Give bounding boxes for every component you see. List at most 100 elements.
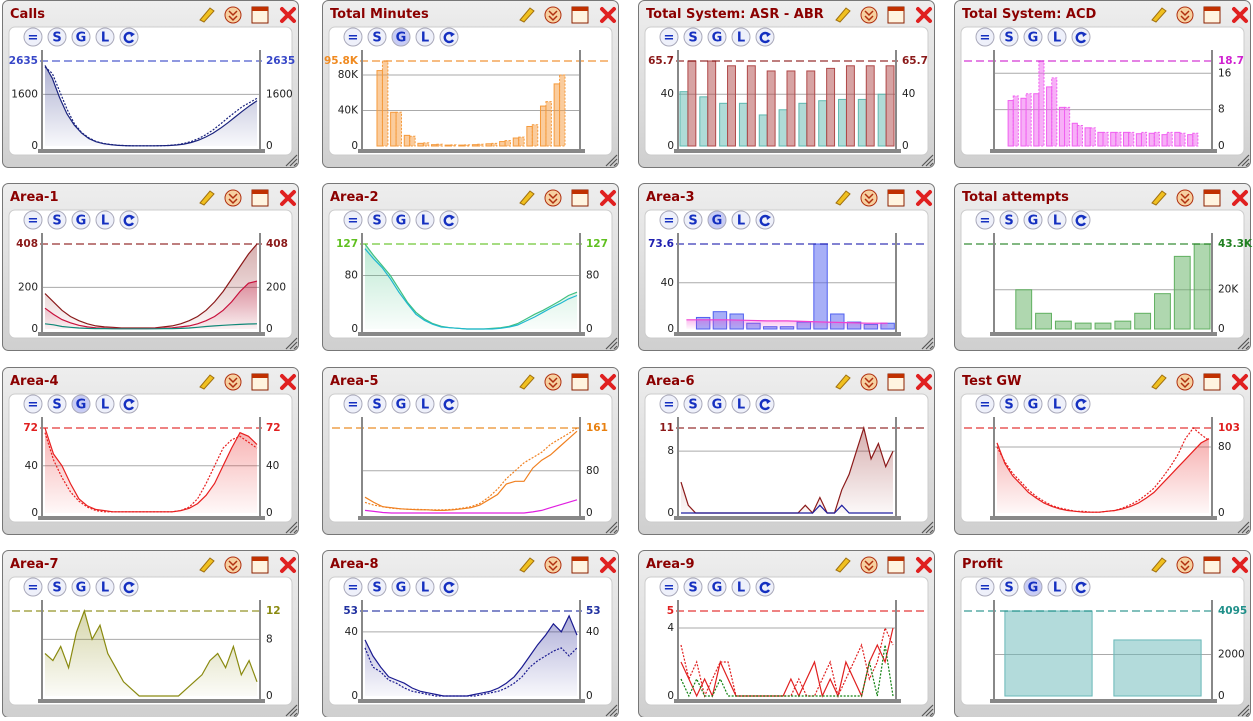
toolbar-button[interactable]: G <box>71 210 91 230</box>
toolbar-button[interactable]: G <box>71 27 91 47</box>
toolbar-button[interactable]: S <box>47 394 67 414</box>
close-icon[interactable] <box>600 557 616 573</box>
settings-icon[interactable] <box>544 556 562 574</box>
toolbar-button[interactable]: G <box>1023 210 1043 230</box>
close-icon[interactable] <box>1232 190 1248 206</box>
edit-icon[interactable] <box>519 190 535 206</box>
resize-grip[interactable] <box>605 154 618 167</box>
toolbar-button[interactable]: = <box>343 210 363 230</box>
resize-grip[interactable] <box>921 337 934 350</box>
resize-grip[interactable] <box>285 154 298 167</box>
maximize-icon[interactable] <box>1203 6 1221 24</box>
refresh-button[interactable] <box>439 27 459 47</box>
resize-grip[interactable] <box>605 337 618 350</box>
edit-icon[interactable] <box>1151 7 1167 23</box>
close-icon[interactable] <box>280 374 296 390</box>
toolbar-button[interactable]: S <box>683 27 703 47</box>
toolbar-button[interactable]: = <box>343 577 363 597</box>
toolbar-button[interactable]: S <box>367 27 387 47</box>
edit-icon[interactable] <box>519 374 535 390</box>
close-icon[interactable] <box>916 557 932 573</box>
maximize-icon[interactable] <box>251 189 269 207</box>
refresh-button[interactable] <box>439 577 459 597</box>
maximize-icon[interactable] <box>571 373 589 391</box>
settings-icon[interactable] <box>1176 373 1194 391</box>
toolbar-button[interactable]: L <box>95 394 115 414</box>
resize-grip[interactable] <box>921 154 934 167</box>
toolbar-button[interactable]: = <box>975 27 995 47</box>
toolbar-button[interactable]: S <box>999 210 1019 230</box>
toolbar-button[interactable]: S <box>999 577 1019 597</box>
toolbar-button[interactable]: G <box>707 577 727 597</box>
resize-grip[interactable] <box>1237 154 1250 167</box>
toolbar-button[interactable]: = <box>23 394 43 414</box>
close-icon[interactable] <box>1232 557 1248 573</box>
toolbar-button[interactable]: G <box>707 27 727 47</box>
close-icon[interactable] <box>280 190 296 206</box>
maximize-icon[interactable] <box>887 189 905 207</box>
toolbar-button[interactable]: = <box>659 210 679 230</box>
toolbar-button[interactable]: = <box>23 27 43 47</box>
toolbar-button[interactable]: = <box>659 27 679 47</box>
settings-icon[interactable] <box>860 556 878 574</box>
edit-icon[interactable] <box>199 190 215 206</box>
settings-icon[interactable] <box>224 6 242 24</box>
toolbar-button[interactable]: L <box>415 27 435 47</box>
refresh-button[interactable] <box>119 577 139 597</box>
close-icon[interactable] <box>916 190 932 206</box>
toolbar-button[interactable]: = <box>23 210 43 230</box>
edit-icon[interactable] <box>835 374 851 390</box>
resize-grip[interactable] <box>1237 337 1250 350</box>
toolbar-button[interactable]: S <box>367 210 387 230</box>
maximize-icon[interactable] <box>887 373 905 391</box>
resize-grip[interactable] <box>1237 521 1250 534</box>
toolbar-button[interactable]: S <box>999 27 1019 47</box>
maximize-icon[interactable] <box>571 189 589 207</box>
refresh-button[interactable] <box>439 394 459 414</box>
toolbar-button[interactable]: S <box>47 577 67 597</box>
maximize-icon[interactable] <box>1203 556 1221 574</box>
refresh-button[interactable] <box>755 27 775 47</box>
refresh-button[interactable] <box>119 27 139 47</box>
settings-icon[interactable] <box>860 189 878 207</box>
edit-icon[interactable] <box>1151 190 1167 206</box>
close-icon[interactable] <box>600 7 616 23</box>
maximize-icon[interactable] <box>887 6 905 24</box>
toolbar-button[interactable]: L <box>1047 210 1067 230</box>
close-icon[interactable] <box>280 557 296 573</box>
toolbar-button[interactable]: L <box>415 394 435 414</box>
maximize-icon[interactable] <box>251 556 269 574</box>
toolbar-button[interactable]: G <box>1023 27 1043 47</box>
toolbar-button[interactable]: G <box>391 27 411 47</box>
toolbar-button[interactable]: G <box>391 577 411 597</box>
toolbar-button[interactable]: L <box>731 27 751 47</box>
settings-icon[interactable] <box>1176 189 1194 207</box>
resize-grip[interactable] <box>921 704 934 717</box>
settings-icon[interactable] <box>224 189 242 207</box>
toolbar-button[interactable]: S <box>683 210 703 230</box>
toolbar-button[interactable]: S <box>47 210 67 230</box>
settings-icon[interactable] <box>860 373 878 391</box>
resize-grip[interactable] <box>285 521 298 534</box>
toolbar-button[interactable]: G <box>391 210 411 230</box>
edit-icon[interactable] <box>1151 374 1167 390</box>
settings-icon[interactable] <box>544 6 562 24</box>
toolbar-button[interactable]: = <box>975 394 995 414</box>
toolbar-button[interactable]: L <box>95 27 115 47</box>
close-icon[interactable] <box>600 374 616 390</box>
edit-icon[interactable] <box>519 7 535 23</box>
refresh-button[interactable] <box>119 394 139 414</box>
settings-icon[interactable] <box>1176 6 1194 24</box>
toolbar-button[interactable]: L <box>95 577 115 597</box>
toolbar-button[interactable]: = <box>343 27 363 47</box>
toolbar-button[interactable]: L <box>415 577 435 597</box>
toolbar-button[interactable]: G <box>707 394 727 414</box>
toolbar-button[interactable]: G <box>707 210 727 230</box>
maximize-icon[interactable] <box>251 373 269 391</box>
settings-icon[interactable] <box>224 373 242 391</box>
close-icon[interactable] <box>600 190 616 206</box>
maximize-icon[interactable] <box>571 6 589 24</box>
resize-grip[interactable] <box>921 521 934 534</box>
toolbar-button[interactable]: = <box>975 577 995 597</box>
refresh-button[interactable] <box>1071 210 1091 230</box>
